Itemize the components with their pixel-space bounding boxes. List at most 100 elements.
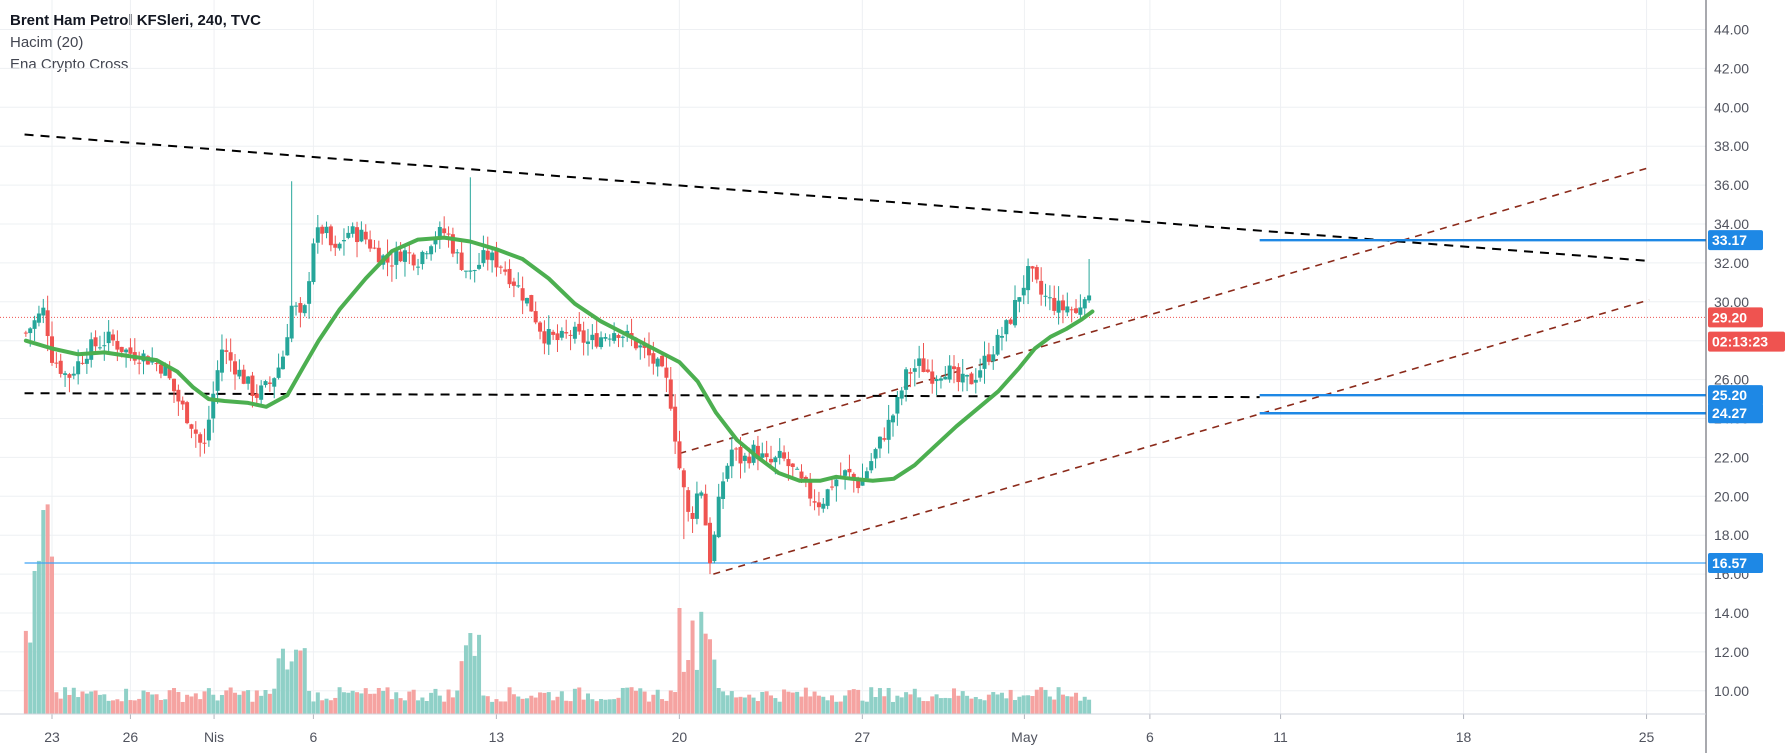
candle-body	[45, 310, 50, 337]
volume-indicator-label[interactable]: Hacim (20)	[10, 34, 84, 51]
candle-body	[23, 332, 28, 334]
volume-bar	[67, 694, 72, 714]
candle-body	[128, 347, 133, 354]
candle-body	[311, 243, 316, 283]
candle-body	[520, 288, 525, 301]
volume-bar	[952, 688, 957, 714]
volume-bar	[259, 695, 264, 714]
volume-bar	[355, 692, 360, 714]
volume-bar	[97, 694, 102, 714]
volume-bar	[285, 669, 290, 714]
candle-body	[76, 361, 81, 375]
price-tag-label: 25.20	[1712, 387, 1747, 403]
volume-bar	[978, 699, 983, 714]
candle-body	[1047, 297, 1052, 299]
volume-bar	[36, 560, 41, 714]
candle-body	[1004, 320, 1009, 335]
volume-bar	[642, 691, 647, 714]
candle-body	[89, 339, 94, 360]
volume-bar	[834, 701, 839, 714]
price-tags: 33.17 29.20 02:13:23 25.20 24.27 16.57	[1708, 230, 1785, 574]
volume-bar	[315, 692, 320, 714]
candle-body	[999, 335, 1004, 338]
volume-bar	[825, 700, 830, 714]
candle-body	[106, 331, 111, 344]
volume-bar	[651, 694, 656, 714]
x-tick-label: 20	[672, 729, 688, 745]
volume-bar	[394, 692, 399, 714]
volume-bar	[965, 695, 970, 714]
candle-body	[263, 381, 268, 386]
candle-body	[551, 331, 556, 335]
candle-body	[925, 369, 930, 372]
candle-body	[394, 250, 399, 265]
candle-body	[511, 281, 516, 286]
volume-bar	[490, 701, 495, 714]
volume-bar	[999, 692, 1004, 714]
candle-body	[206, 419, 211, 441]
volume-bar	[694, 669, 699, 714]
price-tag-25-20	[1708, 385, 1763, 406]
candle-body	[638, 345, 643, 348]
candle-body	[830, 486, 835, 488]
price-tag-label: 16.57	[1712, 555, 1747, 571]
candle-body	[1056, 300, 1061, 313]
candle-body	[564, 332, 569, 334]
candle-body	[93, 337, 98, 347]
y-tick-label: 38.00	[1714, 138, 1749, 154]
volume-bar	[381, 690, 386, 714]
volume-bar	[219, 694, 224, 714]
volume-bar	[302, 648, 307, 714]
volume-bar	[760, 691, 765, 714]
candle-body	[111, 334, 116, 341]
drawings	[0, 133, 1706, 575]
volume-bar	[1017, 696, 1022, 714]
candle-body	[137, 362, 142, 364]
price-tag-33-17	[1708, 230, 1763, 251]
volume-bar	[930, 696, 935, 714]
volume-bar	[538, 692, 543, 714]
candle-body	[350, 226, 355, 234]
volume-bar	[655, 689, 660, 714]
candle-body	[1008, 319, 1013, 324]
candle-body	[577, 323, 582, 332]
volume-bar	[620, 687, 625, 714]
x-tick-label: 13	[489, 729, 505, 745]
volume-bar	[28, 642, 33, 714]
volume-bar	[607, 699, 612, 714]
candle-body	[1021, 287, 1026, 296]
y-tick-label: 34.00	[1714, 216, 1749, 232]
candle-body	[969, 373, 974, 385]
candle-body	[612, 333, 617, 341]
x-tick-label: 25	[1639, 729, 1655, 745]
volume-bar	[703, 633, 708, 714]
volume-bar	[477, 634, 482, 714]
candle-body	[372, 247, 377, 249]
candle-body	[481, 250, 486, 264]
volume-bar	[311, 701, 316, 714]
grid	[0, 0, 1706, 714]
volume-bar	[1004, 698, 1009, 714]
candle-body	[320, 226, 325, 234]
volume-bar	[559, 691, 564, 714]
volume-bar	[276, 658, 281, 714]
symbol-title[interactable]: Brent Ham Petrol KFSleri, 240, TVC	[10, 12, 261, 29]
candle-body	[341, 240, 346, 242]
candle-body	[233, 361, 238, 375]
candle-body	[450, 234, 455, 254]
y-tick-label: 18.00	[1714, 527, 1749, 543]
candle-body	[616, 335, 621, 338]
volume-bar	[215, 700, 220, 714]
volume-bar	[102, 694, 107, 714]
candle-body	[416, 266, 421, 268]
candle-body	[294, 305, 299, 307]
volume-bar	[193, 693, 198, 714]
candle-body	[302, 305, 307, 314]
volume-bar	[80, 691, 85, 714]
volume-bar	[572, 688, 577, 714]
candle-body	[28, 328, 33, 334]
volume-bar	[786, 691, 791, 714]
volume-bar	[241, 691, 246, 714]
candle-body	[115, 341, 120, 350]
